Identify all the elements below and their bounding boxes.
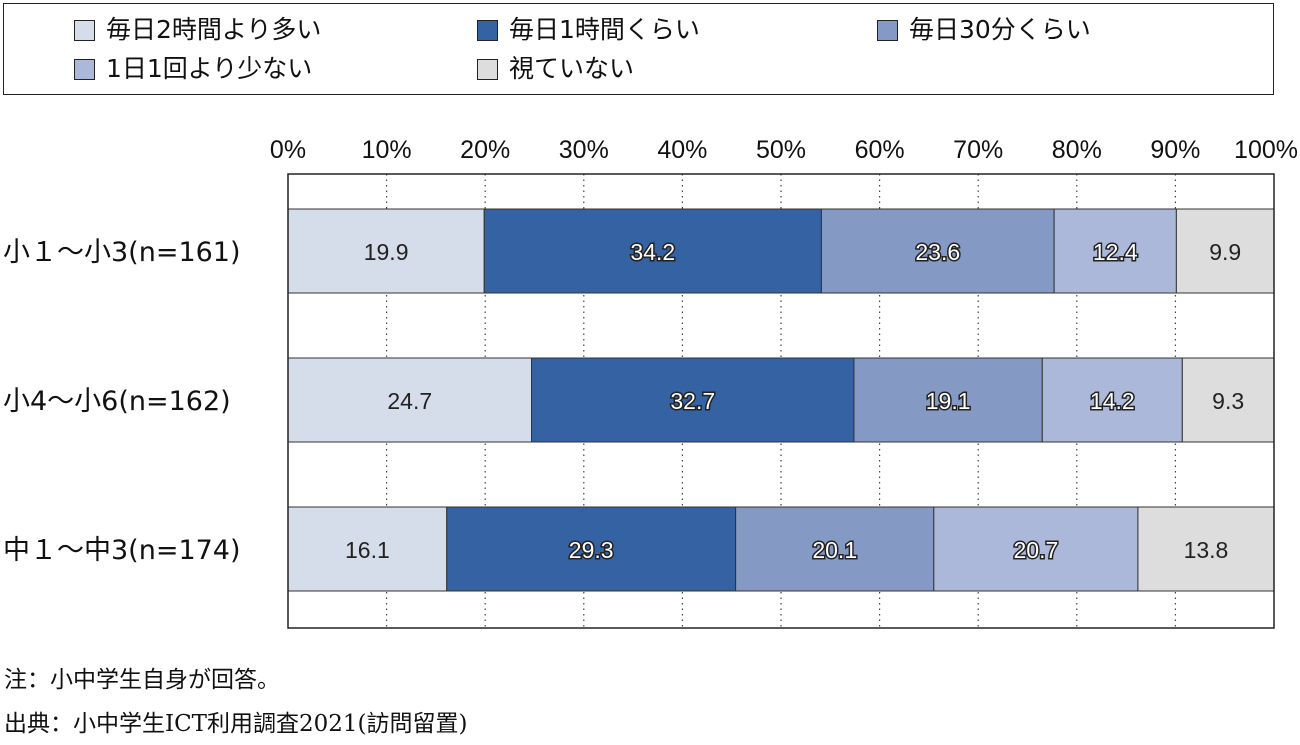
data-label: 34.2 (630, 239, 675, 265)
data-label: 20.1 (812, 537, 857, 563)
x-axis-ticks: 0% 10% 20% 30% 40% 50% 60% 70% 80% 90% 100% (270, 136, 1298, 164)
data-label: 14.2 (1090, 388, 1135, 414)
chart-source: 出典：小中学生ICT利用調査2021(訪問留置) (4, 711, 468, 737)
legend-item-less-than-daily: 1日1回より少ない (74, 54, 312, 84)
legend-item-more-than-2h: 毎日2時間より多い (74, 15, 321, 45)
legend-swatch (877, 19, 898, 41)
bar-segment (287, 357, 533, 443)
plot-frame (287, 173, 1275, 629)
x-tick-label: 50% (756, 136, 806, 164)
category-label: 小4～小6(n=162) (3, 386, 231, 417)
x-tick-label: 0% (270, 136, 306, 164)
bar-segments (287, 208, 1275, 592)
legend-label: 毎日1時間くらい (509, 15, 700, 44)
data-label: 13.8 (1184, 537, 1229, 563)
x-tick-label: 70% (953, 136, 1003, 164)
legend-swatch (74, 58, 95, 80)
legend-item-1h: 毎日1時間くらい (477, 15, 700, 45)
legend-label: 毎日30分くらい (909, 15, 1091, 44)
legend-swatch (477, 19, 498, 41)
data-label: 9.3 (1212, 388, 1244, 414)
x-tick-label: 20% (460, 136, 510, 164)
legend: 毎日2時間より多い 毎日1時間くらい 毎日30分くらい 1日1回より少ない 視て… (3, 3, 1274, 95)
bar-segment (1041, 357, 1183, 443)
data-label: 19.9 (364, 239, 409, 265)
bar-segment (1053, 208, 1177, 294)
x-tick-label: 60% (855, 136, 905, 164)
bar-segment (853, 357, 1043, 443)
x-tick-label: 90% (1150, 136, 1200, 164)
category-label: 中１～中3(n=174) (3, 535, 241, 566)
bar-segment (531, 357, 855, 443)
legend-item-not-watching: 視ていない (477, 54, 634, 84)
bar-segment (735, 506, 935, 592)
category-labels: 小１～小3(n=161) 小4～小6(n=162) 中１～中3(n=174) (3, 237, 241, 566)
x-tick-label: 40% (657, 136, 707, 164)
x-tick-label: 10% (362, 136, 412, 164)
bar-segment (287, 208, 485, 294)
bar-segment (1181, 357, 1275, 443)
bar-segment (483, 208, 822, 294)
legend-label: 毎日2時間より多い (106, 15, 322, 44)
chart-note: 注：小中学生自身が回答。 (4, 667, 280, 693)
legend-label: 1日1回より少ない (106, 54, 313, 83)
x-tick-label: 100% (1234, 136, 1298, 164)
data-label: 23.6 (915, 239, 960, 265)
data-label: 16.1 (345, 537, 390, 563)
data-label: 32.7 (670, 388, 715, 414)
category-label: 小１～小3(n=161) (3, 237, 241, 268)
data-label: 12.4 (1093, 239, 1138, 265)
data-label: 29.3 (569, 537, 614, 563)
bar-segment (446, 506, 737, 592)
x-tick-label: 80% (1052, 136, 1102, 164)
x-tick-label: 30% (559, 136, 609, 164)
legend-swatch (74, 19, 95, 41)
data-label: 9.9 (1209, 239, 1241, 265)
data-label: 20.7 (1013, 537, 1058, 563)
bar-segment (1175, 208, 1275, 294)
data-label: 24.7 (387, 388, 432, 414)
legend-swatch (477, 58, 498, 80)
data-labels: 19.9 34.2 23.6 12.4 9.9 24.7 32.7 19.1 14.2 9.3 16… (345, 238, 1244, 565)
legend-item-30min: 毎日30分くらい (877, 15, 1091, 45)
bar-segment (1137, 506, 1275, 592)
legend-label: 視ていない (509, 54, 635, 83)
bar-segment (933, 506, 1139, 592)
data-label: 19.1 (926, 388, 971, 414)
bar-segment (287, 506, 448, 592)
bar-segment (820, 208, 1055, 294)
